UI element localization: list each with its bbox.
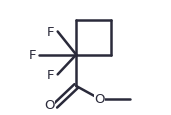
Text: F: F xyxy=(47,68,54,81)
Text: O: O xyxy=(94,92,105,105)
Text: O: O xyxy=(44,98,55,111)
Text: F: F xyxy=(28,49,36,62)
Text: F: F xyxy=(47,26,54,39)
